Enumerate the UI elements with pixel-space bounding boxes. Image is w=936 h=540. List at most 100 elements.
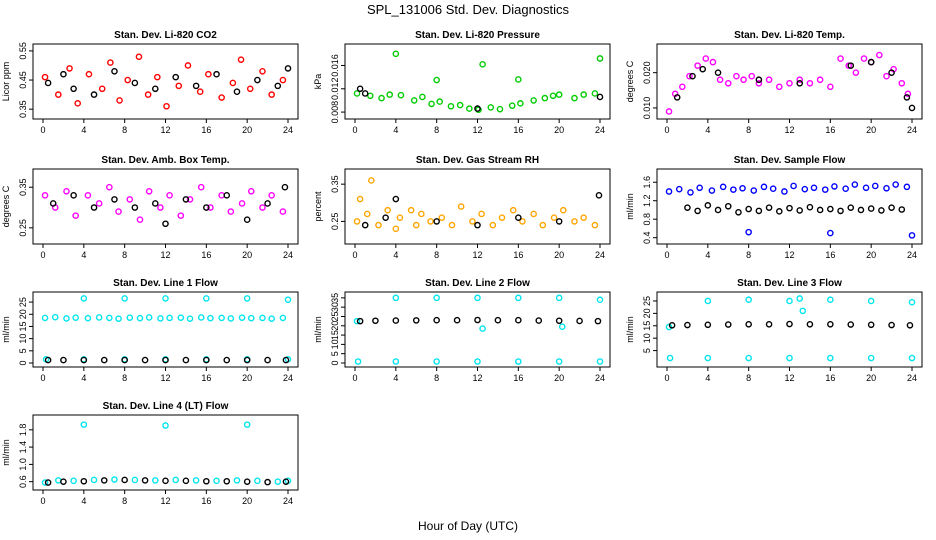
data-point xyxy=(827,205,834,213)
data-point xyxy=(686,72,693,80)
data-point xyxy=(831,183,838,190)
data-point xyxy=(361,90,369,97)
data-point xyxy=(898,79,906,87)
data-point xyxy=(205,70,212,78)
data-point xyxy=(694,62,701,69)
data-point xyxy=(888,321,895,329)
data-point xyxy=(714,206,722,214)
data-point xyxy=(111,476,118,483)
x-tick-label: 4 xyxy=(705,125,710,135)
data-point xyxy=(131,476,139,484)
data-point xyxy=(456,101,464,109)
data-point xyxy=(247,314,255,322)
data-point xyxy=(184,62,192,69)
data-point xyxy=(353,317,361,325)
data-point xyxy=(246,85,254,93)
data-point xyxy=(106,183,113,191)
data-point xyxy=(453,316,461,324)
data-point xyxy=(392,195,400,203)
data-point xyxy=(55,477,62,484)
data-point xyxy=(254,76,261,84)
data-point xyxy=(806,203,814,211)
x-tick-label: 8 xyxy=(746,125,751,135)
data-point xyxy=(786,79,793,87)
data-point xyxy=(84,314,92,322)
y-tick-label: 0.012 xyxy=(330,78,340,101)
data-point xyxy=(95,314,103,321)
data-point xyxy=(475,106,482,114)
x-tick-label: 12 xyxy=(784,250,794,260)
data-point xyxy=(392,358,400,365)
x-tick-label: 16 xyxy=(201,373,211,383)
data-point xyxy=(745,228,752,236)
y-axis-label: ml/min xyxy=(1,439,11,466)
data-point xyxy=(259,204,266,211)
data-point xyxy=(694,207,701,215)
data-point xyxy=(539,221,547,229)
y-axis-label: degrees C xyxy=(625,60,635,102)
data-point xyxy=(392,225,400,233)
x-tick-label: 12 xyxy=(160,250,170,260)
data-point xyxy=(702,55,710,62)
data-point xyxy=(126,196,134,203)
data-point xyxy=(530,210,537,218)
x-tick-label: 16 xyxy=(201,496,211,506)
data-point xyxy=(60,70,67,78)
data-point xyxy=(284,296,292,303)
data-point xyxy=(535,317,543,324)
x-tick-label: 24 xyxy=(907,125,917,135)
data-point xyxy=(558,323,566,331)
data-point xyxy=(745,205,752,213)
data-point xyxy=(904,90,912,98)
data-point xyxy=(860,55,868,62)
y-tick-label: 20 xyxy=(330,321,340,331)
data-point xyxy=(186,196,194,203)
x-tick-label: 16 xyxy=(513,373,523,383)
figure-xlabel: Hour of Day (UTC) xyxy=(418,519,518,533)
data-point xyxy=(268,192,275,199)
x-tick-label: 8 xyxy=(122,250,127,260)
data-point xyxy=(709,58,717,66)
data-point xyxy=(396,214,404,221)
data-point xyxy=(684,204,691,211)
data-point xyxy=(433,358,440,365)
series-1 xyxy=(41,183,287,223)
data-point xyxy=(494,316,502,324)
data-point xyxy=(41,73,49,81)
data-point xyxy=(739,184,746,192)
data-point xyxy=(243,478,251,485)
data-point xyxy=(745,296,752,304)
data-point xyxy=(550,214,558,221)
plot-frame xyxy=(656,168,923,245)
data-point xyxy=(203,204,210,211)
data-point xyxy=(755,76,763,84)
x-tick-label: 24 xyxy=(595,125,605,135)
series-1 xyxy=(665,295,916,362)
y-axis-label: Licor ppm xyxy=(1,62,11,102)
x-tick-label: 12 xyxy=(472,373,482,383)
data-point xyxy=(407,206,415,214)
data-point xyxy=(192,82,200,90)
data-point xyxy=(827,296,834,304)
data-point xyxy=(867,354,875,362)
data-point xyxy=(66,65,73,72)
x-tick-label: 4 xyxy=(393,250,398,260)
data-point xyxy=(60,356,67,364)
data-point xyxy=(268,91,275,98)
data-point xyxy=(106,314,113,322)
x-tick-label: 12 xyxy=(160,496,170,506)
data-point xyxy=(765,320,773,328)
data-point xyxy=(223,356,231,364)
data-point xyxy=(898,206,906,213)
data-point xyxy=(284,65,292,72)
series-1 xyxy=(41,53,287,110)
panel-10: Stan. Dev. Line 4 (LT) Flow ml/min 0 4 8 12 16… xyxy=(1,401,299,506)
data-point xyxy=(233,477,241,484)
data-point xyxy=(842,185,849,193)
data-point xyxy=(786,320,793,328)
series-1 xyxy=(665,181,916,239)
data-point xyxy=(730,186,737,193)
data-point xyxy=(41,314,49,322)
data-point xyxy=(498,214,506,221)
data-point xyxy=(172,73,180,81)
